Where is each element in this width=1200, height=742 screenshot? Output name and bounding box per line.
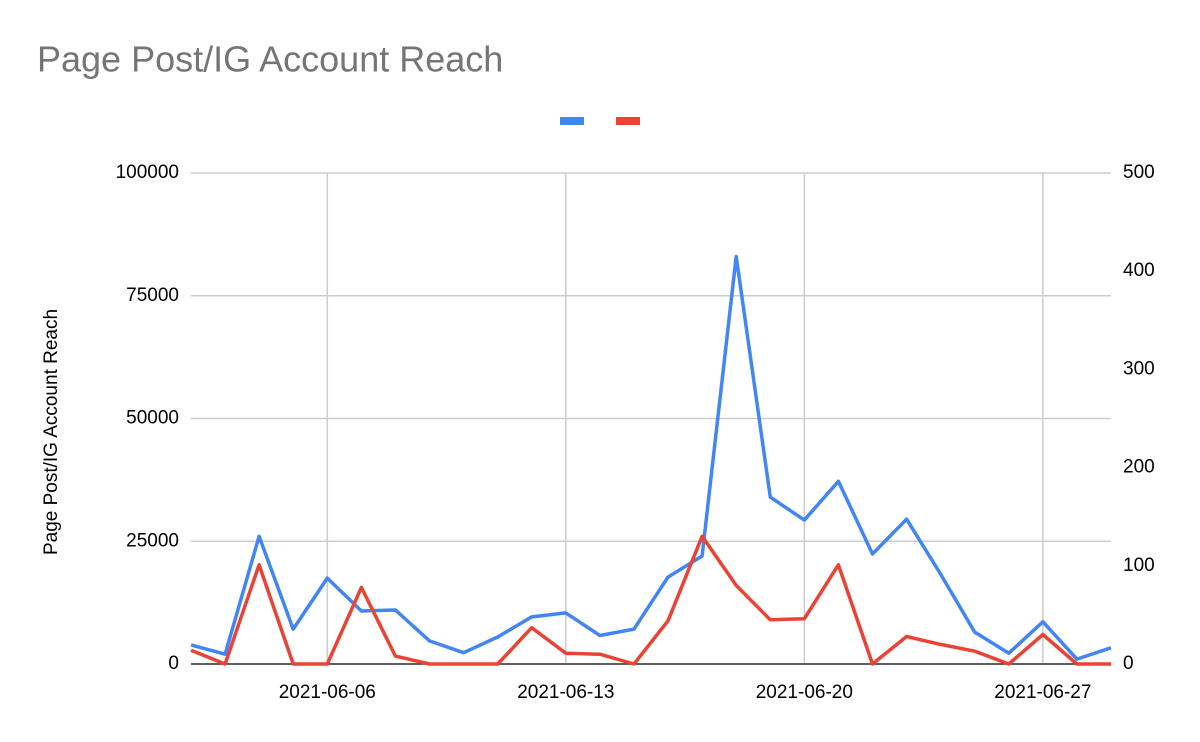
y-tick-label: 25000 [126,530,179,551]
x-tick-label: 2021-06-27 [994,682,1091,703]
y-tick-label: 75000 [126,285,179,306]
x-tick-label: 2021-06-13 [517,682,614,703]
series-line [190,254,1112,661]
legend-swatch [616,117,640,125]
y2-tick-label: 0 [1123,653,1134,674]
x-tick-label: 2021-06-06 [279,682,376,703]
y2-tick-label: 400 [1123,260,1155,281]
y2-tick-label: 100 [1123,555,1155,576]
y-tick-label: 100000 [116,162,179,183]
series-line [190,534,1111,666]
x-tick-label: 2021-06-20 [756,682,853,703]
y2-tick-label: 200 [1123,457,1155,478]
y-axis-label: Page Post/IG Account Reach [41,309,62,555]
chart-title: Page Post/IG Account Reach [37,39,503,80]
y2-tick-label: 500 [1123,162,1155,183]
y2-tick-label: 300 [1123,358,1155,379]
legend-swatch [560,117,584,125]
y-tick-label: 50000 [126,408,179,429]
y-tick-label: 0 [168,653,179,674]
